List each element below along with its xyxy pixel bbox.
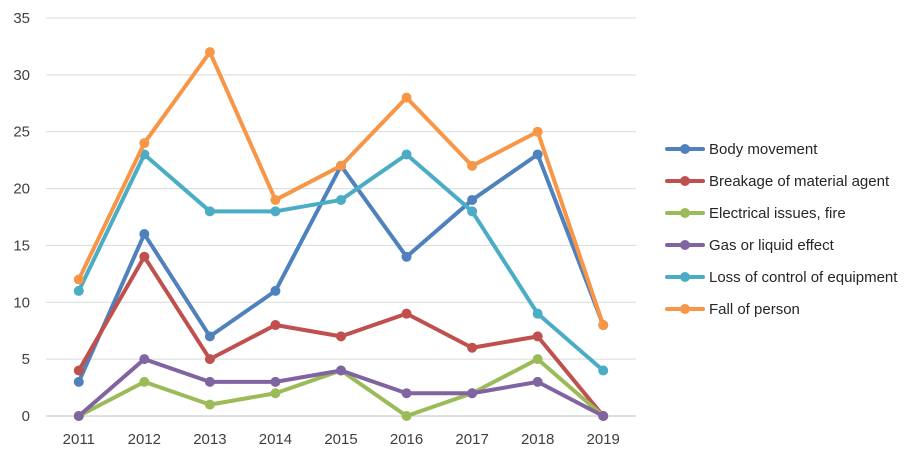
- legend-item: Body movement: [665, 141, 818, 158]
- data-point: [401, 92, 412, 103]
- data-point: [270, 320, 281, 331]
- legend-label: Electrical issues, fire: [709, 205, 846, 222]
- legend-label: Loss of control of equipment: [709, 269, 898, 286]
- y-tick-label: 25: [13, 124, 30, 141]
- data-point: [139, 229, 150, 240]
- data-point: [270, 206, 281, 217]
- legend-swatch-marker: [680, 304, 690, 314]
- legend-item: Fall of person: [665, 301, 800, 318]
- data-point: [204, 354, 215, 365]
- data-point: [139, 251, 150, 262]
- x-tick-label: 2012: [128, 431, 161, 448]
- series-1: [73, 251, 609, 421]
- legend-label: Gas or liquid effect: [709, 237, 835, 254]
- data-point: [532, 354, 543, 365]
- x-tick-label: 2011: [63, 431, 95, 448]
- data-point: [204, 331, 215, 342]
- data-point: [532, 376, 543, 387]
- legend-label: Body movement: [709, 141, 818, 158]
- data-point: [336, 160, 346, 171]
- y-tick-label: 20: [13, 181, 30, 198]
- series-4: [73, 149, 609, 376]
- legend: Body movement Breakage of material agent E…: [665, 141, 898, 318]
- data-point: [204, 399, 215, 410]
- legend-item: Breakage of material agent: [665, 173, 890, 190]
- y-tick-label: 0: [22, 408, 30, 425]
- data-point: [204, 376, 215, 387]
- data-point: [139, 138, 150, 149]
- data-point: [467, 160, 478, 171]
- legend-swatch-marker: [680, 208, 690, 218]
- data-point: [532, 331, 543, 342]
- legend-item: Loss of control of equipment: [665, 269, 898, 286]
- data-point: [532, 308, 543, 319]
- legend-swatch-marker: [680, 176, 690, 186]
- data-point: [270, 376, 281, 387]
- data-point: [401, 149, 412, 160]
- legend-item: Gas or liquid effect: [665, 237, 835, 254]
- data-point: [336, 331, 346, 342]
- data-point: [270, 285, 281, 296]
- data-point: [532, 126, 543, 137]
- x-tick-label: 2014: [259, 431, 292, 448]
- data-point: [598, 320, 609, 331]
- x-tick-label: 2019: [587, 431, 620, 448]
- series-5: [73, 47, 609, 331]
- gridlines: [46, 17, 636, 417]
- y-tick-label: 30: [13, 67, 30, 84]
- data-point: [73, 285, 84, 296]
- y-axis-ticks: 0 5 10 15 20 25 30 35: [13, 10, 30, 425]
- data-point: [139, 376, 150, 387]
- x-tick-label: 2018: [521, 431, 554, 448]
- data-point: [270, 194, 281, 205]
- data-point: [204, 47, 215, 58]
- data-point: [73, 274, 84, 285]
- y-tick-label: 10: [13, 294, 30, 311]
- data-point: [204, 206, 215, 217]
- data-point: [139, 354, 150, 365]
- data-point: [467, 342, 478, 353]
- data-point: [401, 388, 412, 399]
- legend-label: Breakage of material agent: [709, 173, 890, 190]
- x-tick-label: 2015: [324, 431, 357, 448]
- data-point: [401, 251, 412, 262]
- legend-swatch-marker: [680, 272, 690, 282]
- legend-item: Electrical issues, fire: [665, 205, 846, 222]
- data-point: [336, 194, 346, 205]
- x-tick-label: 2013: [193, 431, 226, 448]
- data-point: [336, 365, 346, 376]
- data-point: [467, 206, 478, 217]
- data-point: [598, 411, 609, 421]
- data-point: [598, 365, 609, 376]
- data-point: [401, 411, 412, 421]
- data-point: [532, 149, 543, 160]
- data-point: [73, 365, 84, 376]
- data-point: [401, 308, 412, 319]
- x-tick-label: 2017: [455, 431, 488, 448]
- data-point: [467, 388, 478, 399]
- legend-swatch-marker: [680, 240, 690, 250]
- data-point: [73, 376, 84, 387]
- series-3: [73, 354, 609, 421]
- y-tick-label: 15: [13, 237, 30, 254]
- legend-label: Fall of person: [709, 301, 800, 318]
- data-point: [270, 388, 281, 399]
- y-tick-label: 5: [22, 351, 30, 368]
- data-point: [467, 194, 478, 205]
- y-tick-label: 35: [13, 10, 30, 27]
- x-axis-ticks: 2011 2012 2013 2014 2015 2016 2017 2018 2019: [63, 431, 620, 448]
- x-tick-label: 2016: [390, 431, 423, 448]
- series-lines: [73, 47, 609, 421]
- data-point: [73, 411, 84, 421]
- legend-swatch-marker: [680, 144, 690, 154]
